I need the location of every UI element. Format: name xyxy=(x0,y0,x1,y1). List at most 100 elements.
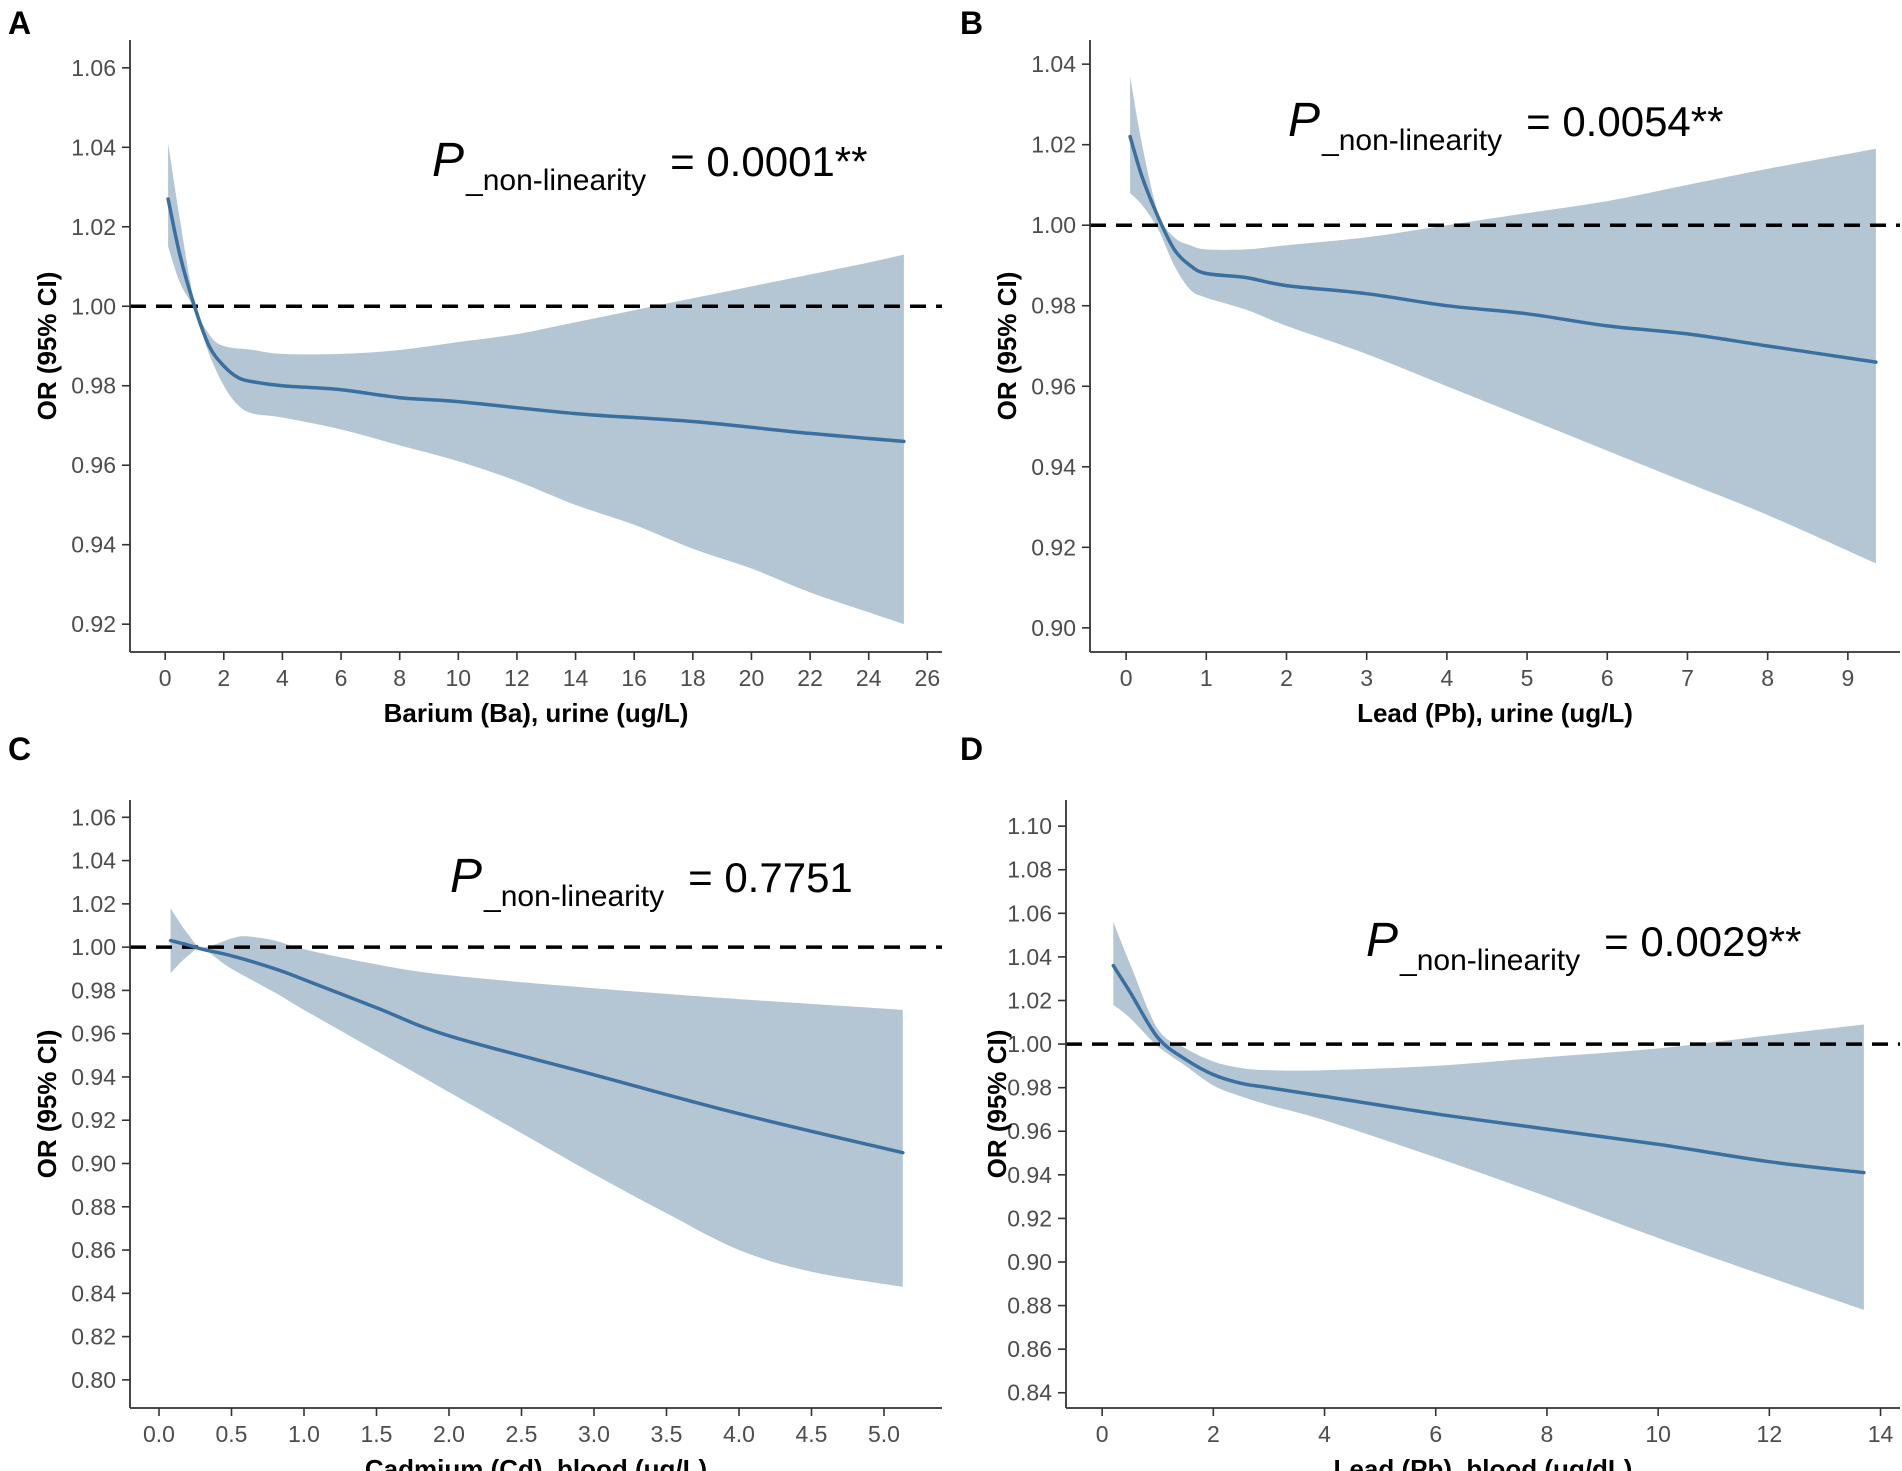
y-tick-label: 1.10 xyxy=(1007,813,1052,839)
annotation-p: P xyxy=(1288,94,1320,147)
y-tick-label: 0.96 xyxy=(1007,1118,1052,1144)
confidence-band xyxy=(1113,922,1864,1310)
panel-b: B 0.90 0.92 0.94 0.96 0.98 1.00 1.02 1.04 0 1 2 3 4 5 6… xyxy=(960,5,1900,728)
y-tick-label: 0.98 xyxy=(71,977,116,1003)
or-curve xyxy=(1128,134,1878,364)
x-tick-label: 20 xyxy=(739,665,765,691)
y-tick-label: 0.82 xyxy=(71,1324,116,1350)
y-tick-label: 1.06 xyxy=(71,804,116,830)
annotation-value: = 0.7751 xyxy=(688,854,853,901)
y-tick-label: 0.90 xyxy=(1031,615,1076,641)
x-tick-label: 0 xyxy=(159,665,172,691)
x-tick-label: 0 xyxy=(1096,1421,1109,1447)
y-tick-label: 1.04 xyxy=(71,134,116,160)
p-nonlinearity-annotation: P_non-linearity = 0.0054** xyxy=(1288,94,1723,157)
confidence-band xyxy=(168,143,904,625)
x-tick-label: 8 xyxy=(1541,1421,1554,1447)
y-axis-title: OR (95% CI) xyxy=(32,1030,62,1179)
x-tick-label: 14 xyxy=(1868,1421,1894,1447)
x-tick-label: 3.0 xyxy=(578,1421,610,1447)
annotation-subscript: _non-linearity xyxy=(1321,124,1502,157)
x-tick-label: 5.0 xyxy=(868,1421,900,1447)
y-tick-label: 0.84 xyxy=(1007,1380,1052,1406)
x-tick-label: 8 xyxy=(393,665,406,691)
panel-letter: B xyxy=(960,5,983,41)
p-nonlinearity-annotation: P_non-linearity = 0.0001** xyxy=(432,134,867,197)
annotation-p: P xyxy=(450,850,482,903)
x-tick-label: 2 xyxy=(217,665,230,691)
panel-c: C 0.80 0.82 0.84 0.86 0.88 0.90 0.92 0.94 0.96 0.9… xyxy=(8,731,942,1471)
y-tick-label: 0.88 xyxy=(1007,1293,1052,1319)
annotation-value: = 0.0054** xyxy=(1526,98,1723,145)
y-tick-label: 0.92 xyxy=(1007,1205,1052,1231)
y-tick-label: 1.00 xyxy=(71,934,116,960)
y-tick-label: 0.92 xyxy=(71,1107,116,1133)
y-tick-label: 0.84 xyxy=(71,1280,116,1306)
y-tick-label: 0.98 xyxy=(1007,1075,1052,1101)
x-tick-label: 10 xyxy=(446,665,472,691)
panel-letter: D xyxy=(960,731,983,767)
y-tick-label: 1.02 xyxy=(71,891,116,917)
y-tick-label: 0.80 xyxy=(71,1367,116,1393)
y-tick-label: 1.02 xyxy=(1031,132,1076,158)
p-nonlinearity-annotation: P_non-linearity = 0.7751 xyxy=(450,850,853,913)
y-tick-label: 0.94 xyxy=(71,1064,116,1090)
y-tick-label: 0.88 xyxy=(71,1194,116,1220)
y-tick-label: 1.04 xyxy=(1031,51,1076,77)
annotation-value: = 0.0001** xyxy=(670,138,867,185)
x-tick-label: 9 xyxy=(1841,665,1854,691)
annotation-subscript: _non-linearity xyxy=(483,880,664,913)
y-tick-label: 0.96 xyxy=(71,452,116,478)
y-tick-label: 0.92 xyxy=(71,611,116,637)
y-tick-label: 0.98 xyxy=(1031,293,1076,319)
y-tick-label: 1.04 xyxy=(71,848,116,874)
panel-d: D 0.84 0.86 0.88 0.90 0.92 0.94 0.96 0.98 1.00 1.0… xyxy=(960,731,1900,1471)
x-tick-label: 4 xyxy=(276,665,289,691)
y-tick-label: 1.00 xyxy=(1007,1031,1052,1057)
x-axis-title: Lead (Pb), blood (ug/dL) xyxy=(1334,1454,1633,1471)
x-tick-label: 1.5 xyxy=(361,1421,393,1447)
x-tick-label: 6 xyxy=(1601,665,1614,691)
x-tick-label: 2.5 xyxy=(506,1421,538,1447)
or-curve xyxy=(166,197,906,444)
annotation-subscript: _non-linearity xyxy=(1399,944,1580,977)
y-tick-label: 0.90 xyxy=(1007,1249,1052,1275)
x-tick-label: 0 xyxy=(1120,665,1133,691)
y-tick-label: 0.94 xyxy=(1031,454,1076,480)
x-tick-label: 2 xyxy=(1280,665,1293,691)
annotation-p: P xyxy=(1366,914,1398,967)
x-axis-title: Cadmium (Cd), blood (ug/L) xyxy=(365,1454,707,1471)
x-tick-label: 4.5 xyxy=(796,1421,828,1447)
x-tick-label: 4.0 xyxy=(723,1421,755,1447)
x-tick-label: 26 xyxy=(915,665,941,691)
x-tick-label: 6 xyxy=(335,665,348,691)
y-tick-label: 1.08 xyxy=(1007,857,1052,883)
y-tick-label: 1.02 xyxy=(71,214,116,240)
y-tick-label: 0.94 xyxy=(71,532,116,558)
x-tick-label: 6 xyxy=(1429,1421,1442,1447)
confidence-band xyxy=(1130,76,1876,564)
x-tick-label: 18 xyxy=(680,665,706,691)
x-tick-label: 0.5 xyxy=(216,1421,248,1447)
x-tick-label: 4 xyxy=(1318,1421,1331,1447)
y-tick-label: 0.86 xyxy=(1007,1336,1052,1362)
x-tick-label: 2.0 xyxy=(433,1421,465,1447)
confidence-band xyxy=(170,908,903,1287)
x-tick-label: 1.0 xyxy=(288,1421,320,1447)
y-axis-title: OR (95% CI) xyxy=(982,1030,1012,1179)
x-tick-label: 4 xyxy=(1440,665,1453,691)
panel-letter: A xyxy=(8,5,31,41)
or-curve xyxy=(1111,963,1866,1175)
y-tick-label: 1.06 xyxy=(1007,900,1052,926)
x-axis-title: Lead (Pb), urine (ug/L) xyxy=(1357,698,1633,728)
x-tick-label: 16 xyxy=(621,665,647,691)
y-tick-label: 1.06 xyxy=(71,55,116,81)
y-tick-label: 0.94 xyxy=(1007,1162,1052,1188)
x-tick-label: 8 xyxy=(1761,665,1774,691)
annotation-p: P xyxy=(432,134,464,187)
y-axis-title: OR (95% CI) xyxy=(32,272,62,421)
y-tick-label: 0.86 xyxy=(71,1237,116,1263)
x-tick-label: 22 xyxy=(797,665,823,691)
or-curve xyxy=(168,938,905,1155)
